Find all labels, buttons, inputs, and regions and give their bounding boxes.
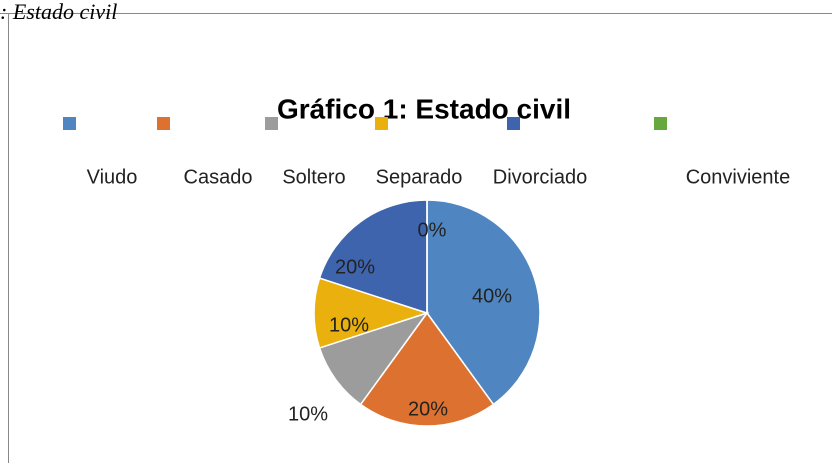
pie-slice (313, 277, 430, 349)
legend-label: Separado (376, 166, 463, 188)
pie-slice (359, 311, 495, 427)
data-label: 10% (329, 314, 369, 336)
data-label: 20% (408, 398, 448, 420)
data-label: 0% (418, 219, 447, 241)
legend-label: Conviviente (686, 166, 791, 188)
legend-swatch (265, 117, 278, 130)
pie-slice (426, 199, 541, 406)
legend-label: Viudo (87, 166, 138, 188)
legend-swatch (507, 117, 520, 130)
legend-swatch (157, 117, 170, 130)
pie-slice (318, 311, 429, 406)
legend-swatch (375, 117, 388, 130)
legend-label: Divorciado (493, 166, 587, 188)
chart-title: Gráfico 1: Estado civil (277, 93, 571, 124)
legend-swatch (63, 117, 76, 130)
legend-label: Soltero (282, 166, 345, 188)
caption: : Estado civil (0, 0, 117, 24)
legend-swatch (654, 117, 667, 130)
legend-label: Casado (184, 166, 253, 188)
data-label: 40% (472, 285, 512, 307)
data-label: 10% (288, 403, 328, 425)
pie-slice (318, 199, 428, 315)
data-label: 20% (335, 256, 375, 278)
